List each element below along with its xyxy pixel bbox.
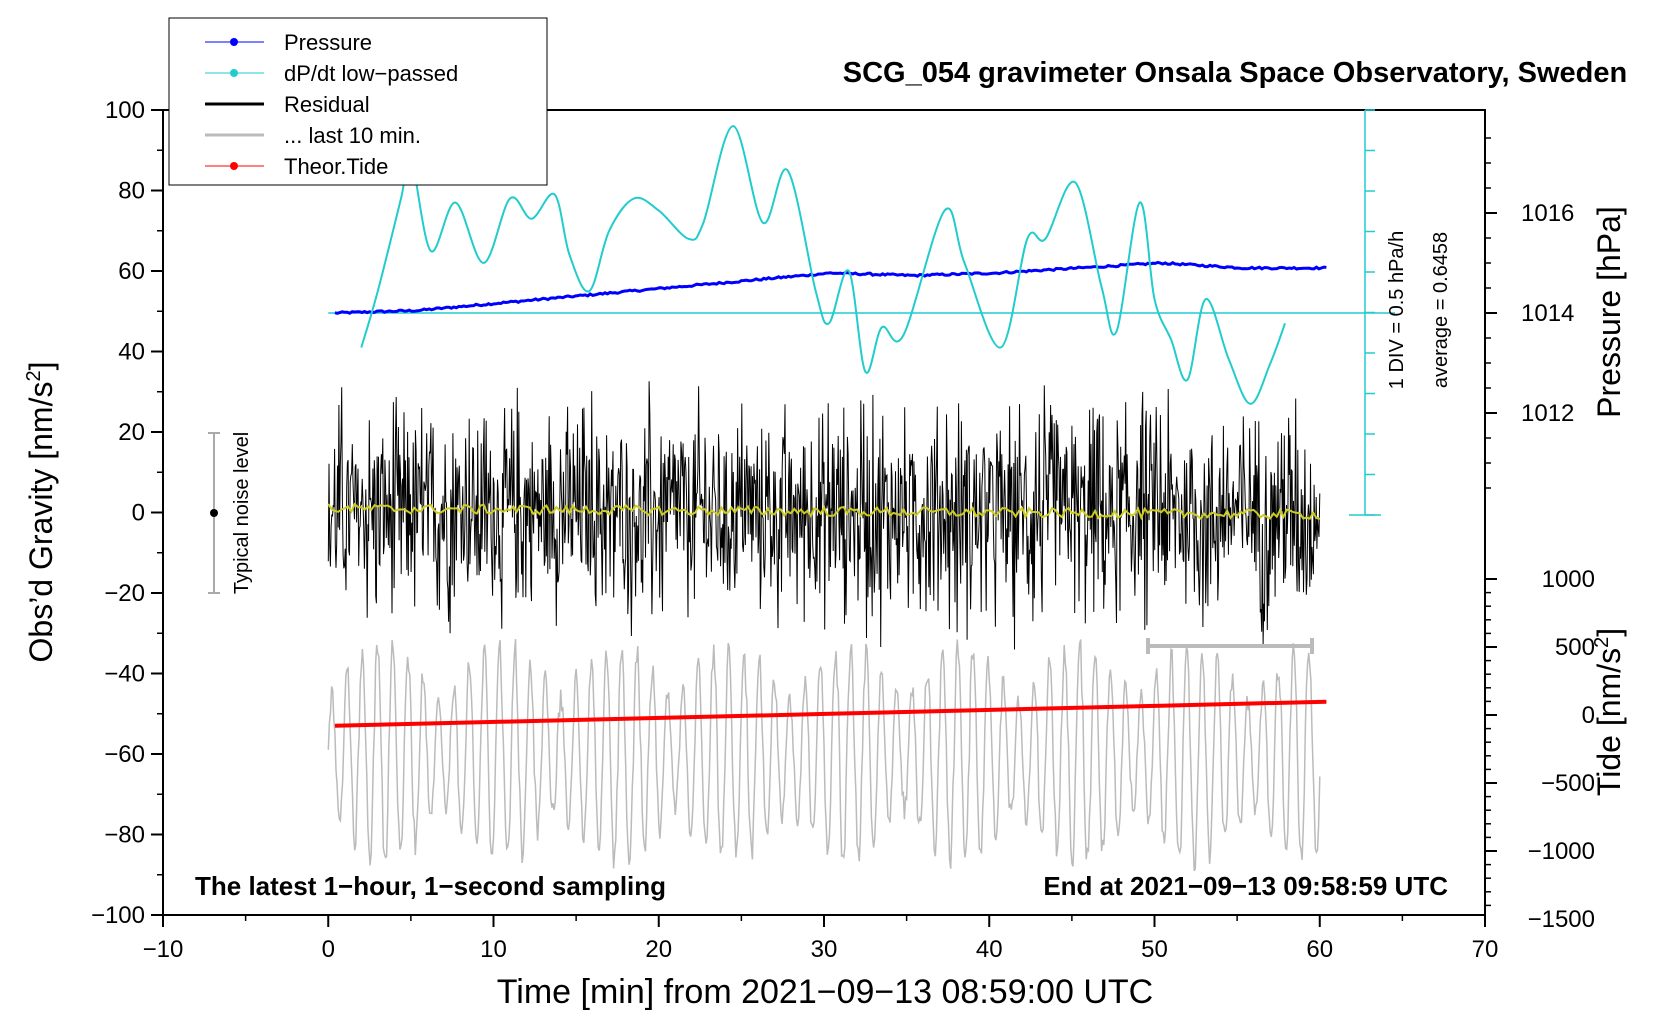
pressure-tick-label: 1014 [1521, 300, 1574, 327]
legend-items: Pressure dP/dt low−passed Residual ... last… [205, 30, 458, 179]
tide-label-end: ] [1591, 628, 1627, 637]
y-tick-label: 40 [118, 339, 145, 366]
x-tick-label: 20 [645, 936, 672, 963]
residual-series-line [327, 381, 1321, 650]
last10-series-line [327, 639, 1321, 872]
dpdt-average-label: average = 0.6458 [1430, 232, 1452, 388]
pressure-axis-label: Pressure [hPa] [1591, 206, 1627, 418]
tide-tick-label: −1000 [1528, 838, 1595, 865]
legend-marker-0 [230, 38, 238, 46]
y-axis-label-left: Obs’d Gravity [nm/s2] [23, 362, 59, 663]
x-axis: −10 0 10 20 30 40 50 60 70 [143, 915, 1499, 963]
y-tick-label: 100 [105, 97, 145, 124]
y-label-end: ] [23, 362, 59, 371]
pressure-axis: 1012 1014 1016 [1485, 137, 1574, 489]
tide-tick-label: 500 [1555, 634, 1595, 661]
tide-axis-label: Tide [nm/s2] [1591, 628, 1627, 796]
noise-label: Typical noise level [231, 432, 253, 594]
legend-box [168, 17, 548, 186]
tide-label-sup: 2 [1591, 637, 1613, 648]
legend-marker-1 [230, 69, 238, 77]
legend: Pressure dP/dt low−passed Residual ... last… [168, 17, 548, 186]
x-tick-label: 70 [1472, 936, 1499, 963]
dpdt-scale-axis [328, 109, 1395, 516]
tide-label-main: Tide [nm/s [1591, 648, 1627, 796]
y-label-sup: 2 [23, 370, 45, 381]
y-tick-label: 0 [132, 500, 145, 527]
x-tick-label: 0 [322, 936, 335, 963]
noise-center-dot [210, 509, 218, 517]
y-tick-label: −20 [104, 580, 145, 607]
tide-tick-label: 1000 [1542, 566, 1595, 593]
tide-tick-label: −1500 [1528, 906, 1595, 933]
y-tick-label: −60 [104, 741, 145, 768]
y-tick-label: 20 [118, 419, 145, 446]
x-tick-label: 40 [976, 936, 1003, 963]
tide-tick-label: 0 [1582, 702, 1595, 729]
pressure-tick-label: 1012 [1521, 400, 1574, 427]
chart-title: SCG_054 gravimeter Onsala Space Observat… [843, 57, 1627, 89]
y-tick-label: −100 [91, 902, 145, 929]
y-tick-label: −40 [104, 661, 145, 688]
y-tick-label: 80 [118, 178, 145, 205]
y-tick-label: −80 [104, 822, 145, 849]
legend-label: Pressure [284, 30, 372, 55]
tide-axis: −1500 −1000 −500 0 500 1000 [1485, 566, 1595, 933]
pressure-tick-label: 1016 [1521, 200, 1574, 227]
x-axis-label: Time [min] from 2021−09−13 08:59:00 UTC [497, 973, 1153, 1011]
residual-lowpass-line [327, 502, 1321, 521]
x-tick-label: 50 [1141, 936, 1168, 963]
legend-label: dP/dt low−passed [284, 61, 458, 86]
legend-label: Theor.Tide [284, 154, 388, 179]
tide-series-line [334, 699, 1327, 728]
legend-marker-4 [230, 162, 238, 170]
tide-tick-label: −500 [1541, 770, 1595, 797]
legend-label: ... last 10 min. [284, 123, 421, 148]
y-axis-left: −100 −80 −60 −40 −20 0 20 40 60 80 100 [91, 97, 163, 929]
bottom-left-note: The latest 1−hour, 1−second sampling [195, 871, 666, 901]
x-tick-label: −10 [143, 936, 184, 963]
dpdt-div-label: 1 DIV = 0.5 hPa/h [1386, 231, 1408, 389]
legend-label: Residual [284, 92, 370, 117]
x-tick-label: 60 [1306, 936, 1333, 963]
dpdt-series-line [360, 125, 1286, 405]
y-tick-label: 60 [118, 258, 145, 285]
x-tick-label: 10 [480, 936, 507, 963]
bottom-right-note: End at 2021−09−13 09:58:59 UTC [1043, 871, 1448, 901]
x-tick-label: 30 [811, 936, 838, 963]
y-label-main: Obs’d Gravity [nm/s [23, 382, 59, 663]
series-layer [327, 125, 1327, 872]
pressure-series-line [334, 260, 1327, 315]
